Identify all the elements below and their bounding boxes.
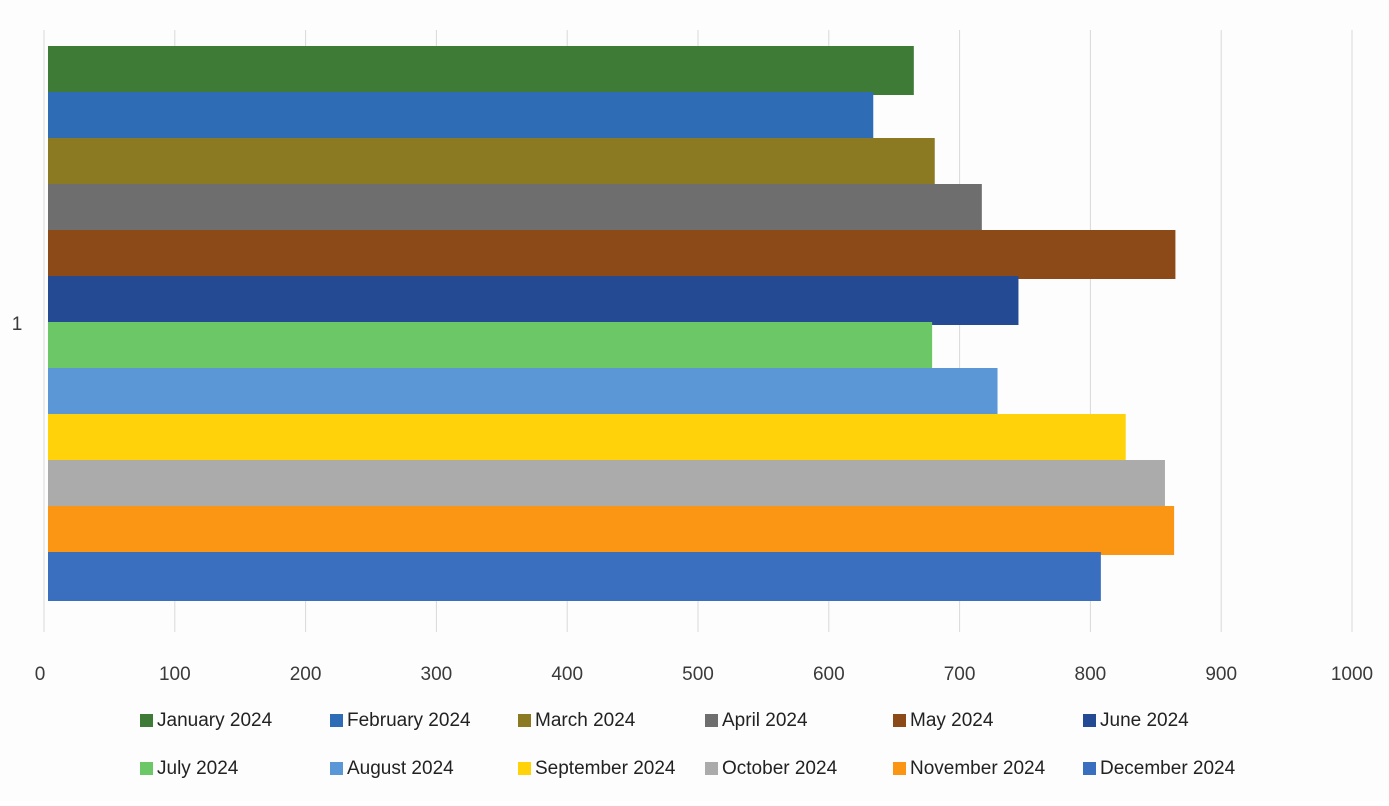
x-tick-label: 800 [1075,664,1107,685]
x-tick-label: 1000 [1331,664,1373,685]
bar-april-2024 [48,184,982,233]
category-label: 1 [12,314,23,335]
y-axis-categories: 1 [12,314,23,335]
legend-swatch [140,762,153,775]
legend-label: January 2024 [157,710,273,731]
legend-label: October 2024 [722,758,838,779]
legend-swatch [140,714,153,727]
legend-label: February 2024 [347,710,471,731]
legend-label: November 2024 [910,758,1046,779]
legend-item: May 2024 [893,710,994,731]
x-tick-label: 200 [290,664,322,685]
bar-january-2024 [48,46,914,95]
legend-swatch [705,714,718,727]
bar-july-2024 [48,322,933,371]
legend-swatch [518,714,531,727]
bar-may-2024 [48,230,1176,279]
legend-swatch [893,714,906,727]
legend-item: August 2024 [330,758,454,779]
legend-item: February 2024 [330,710,471,731]
legend-item: November 2024 [893,758,1046,779]
legend-swatch [518,762,531,775]
legend-swatch [893,762,906,775]
bar-august-2024 [48,368,998,417]
legend-item: March 2024 [518,710,636,731]
legend-item: September 2024 [518,758,676,779]
legend-swatch [1083,762,1096,775]
bars [48,46,1176,601]
legend-swatch [330,762,343,775]
x-tick-label: 700 [944,664,976,685]
legend-label: June 2024 [1100,710,1189,731]
legend-item: December 2024 [1083,758,1236,779]
legend-label: April 2024 [722,710,808,731]
x-tick-label: 400 [551,664,583,685]
legend-label: March 2024 [535,710,636,731]
x-axis-ticks: 0 100 200 300 400 500 600 700 800 900 1000 [35,664,1373,685]
legend-label: July 2024 [157,758,239,779]
legend-item: June 2024 [1083,710,1189,731]
bar-november-2024 [48,506,1175,555]
legend-label: August 2024 [347,758,454,779]
x-tick-label: 600 [813,664,845,685]
legend-swatch [330,714,343,727]
bar-june-2024 [48,276,1019,325]
legend-swatch [705,762,718,775]
legend-label: September 2024 [535,758,676,779]
legend-swatch [1083,714,1096,727]
bar-february-2024 [48,92,874,141]
x-tick-label: 100 [159,664,191,685]
x-tick-label: 0 [35,664,46,685]
bar-december-2024 [48,552,1101,601]
bar-september-2024 [48,414,1126,463]
legend-label: May 2024 [910,710,994,731]
legend-item: July 2024 [140,758,239,779]
bar-october-2024 [48,460,1165,509]
legend-item: January 2024 [140,710,273,731]
x-tick-label: 500 [682,664,714,685]
legend-item: October 2024 [705,758,838,779]
x-tick-label: 300 [421,664,453,685]
legend-label: December 2024 [1100,758,1236,779]
x-tick-label: 900 [1205,664,1237,685]
legend-item: April 2024 [705,710,808,731]
bar-march-2024 [48,138,935,187]
legend: January 2024 February 2024 March 2024 April… [140,710,1236,779]
